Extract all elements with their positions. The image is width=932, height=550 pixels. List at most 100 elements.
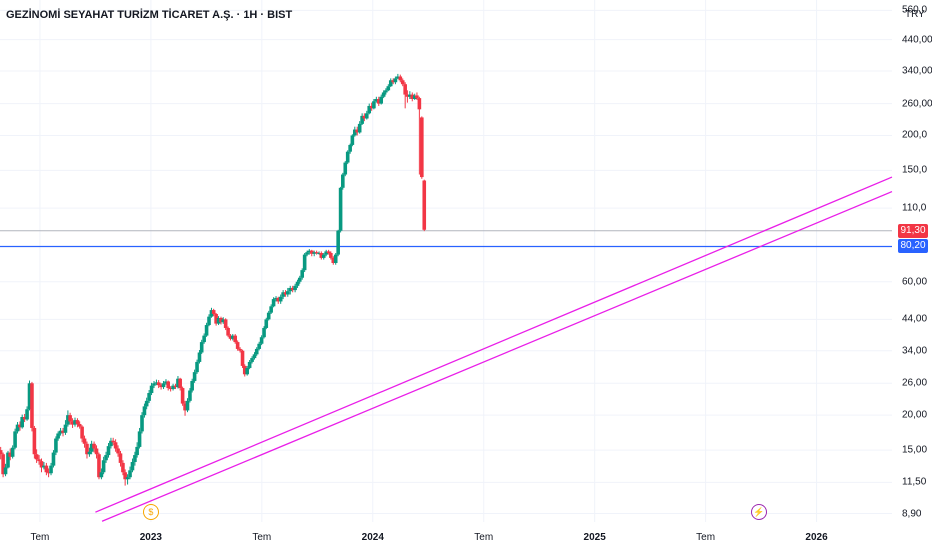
candle-body [420,117,424,178]
candle-body [293,285,297,291]
candle-body [410,94,415,100]
candle-body [245,367,249,375]
candle-body [259,337,264,344]
candle-body [44,465,49,473]
candle-body [324,251,328,255]
candle-body [283,292,288,295]
candle-body [300,270,305,278]
candle-body [252,354,257,359]
candle-body [32,427,37,455]
candle-body [266,312,271,320]
candle-body [278,296,283,302]
candle-body [18,424,22,428]
x-tick-label: Tem [696,532,716,543]
currency-label[interactable]: TRY [905,9,925,20]
candle-body [247,361,252,368]
candle-body [39,461,44,468]
candle-body [82,438,87,444]
candle-body [188,390,192,401]
candle-body [118,453,123,463]
candle-body [63,424,68,433]
y-tick-label: 560,0 [902,4,928,16]
candle-body [338,187,343,231]
x-tick-label: Tem [474,532,494,543]
candle-body [341,174,345,188]
x-tick-label: 2026 [805,532,828,543]
trendline [101,190,893,522]
candle-body [68,415,72,422]
candle-body [190,380,194,391]
candle-body [6,452,10,468]
candle-body [1,454,5,475]
candle-body [348,144,352,152]
candle-body [125,477,130,480]
candle-body [137,431,142,447]
candle-body [312,252,316,254]
candle-body [20,417,24,428]
candle-body [171,385,175,390]
candle-body [97,454,101,478]
candle-body [285,291,290,295]
candle-body [326,251,331,253]
candle-body [116,448,120,454]
candle-body [345,151,350,163]
candle-body [133,455,137,463]
candle-body [92,443,96,449]
candle-body [254,348,259,355]
candle-body [161,383,166,388]
candle-body [204,325,209,336]
candle-body [159,385,163,388]
candle-body [388,80,393,87]
y-tick-label: 340,00 [902,65,932,77]
candle-body [173,385,178,388]
y-tick-label: 44,00 [902,313,928,325]
candle-body [113,442,118,449]
level-price-tag: 80,20 [898,239,928,254]
candle-body [384,90,388,93]
candle-body [250,358,254,362]
candle-body [295,281,300,286]
candle-body [362,115,367,119]
candle-body [152,383,156,386]
candle-body [219,318,223,323]
candle-body [99,472,104,478]
x-tick-label: 2024 [361,532,384,543]
candle-body [230,335,235,339]
candle-body [336,230,340,255]
candle-body [123,472,127,480]
candle-body [168,388,173,390]
candle-body [417,98,422,110]
candle-body [156,382,161,386]
candle-body [209,310,214,317]
candle-body [398,76,403,81]
candle-body [142,406,147,416]
y-tick-label: 8,90 [902,508,922,520]
candle-body [111,440,115,443]
y-tick-label: 200,0 [902,129,928,141]
candle-body [321,254,326,258]
candle-body [58,430,63,434]
candle-body [104,455,108,461]
candle-body [140,415,144,432]
candle-body [405,94,410,97]
candle-body [329,252,333,258]
candle-body [46,472,51,474]
candle-body [226,327,230,336]
candle-body [223,319,228,328]
candle-body [264,319,269,328]
y-tick-label: 34,00 [902,345,928,357]
candle-body [51,452,56,466]
x-tick-label: 2025 [583,532,606,543]
candle-body [109,440,113,447]
candle-body [87,451,92,455]
split-event-icon[interactable]: ⚡ [750,504,767,520]
candle-body [56,433,60,439]
candle-body [101,460,106,473]
candles [0,73,427,486]
dividend-event-icon[interactable]: $ [142,504,159,520]
candle-body [364,113,369,119]
candle-body [262,327,266,338]
candle-body [396,76,400,79]
candle-body [30,383,34,428]
